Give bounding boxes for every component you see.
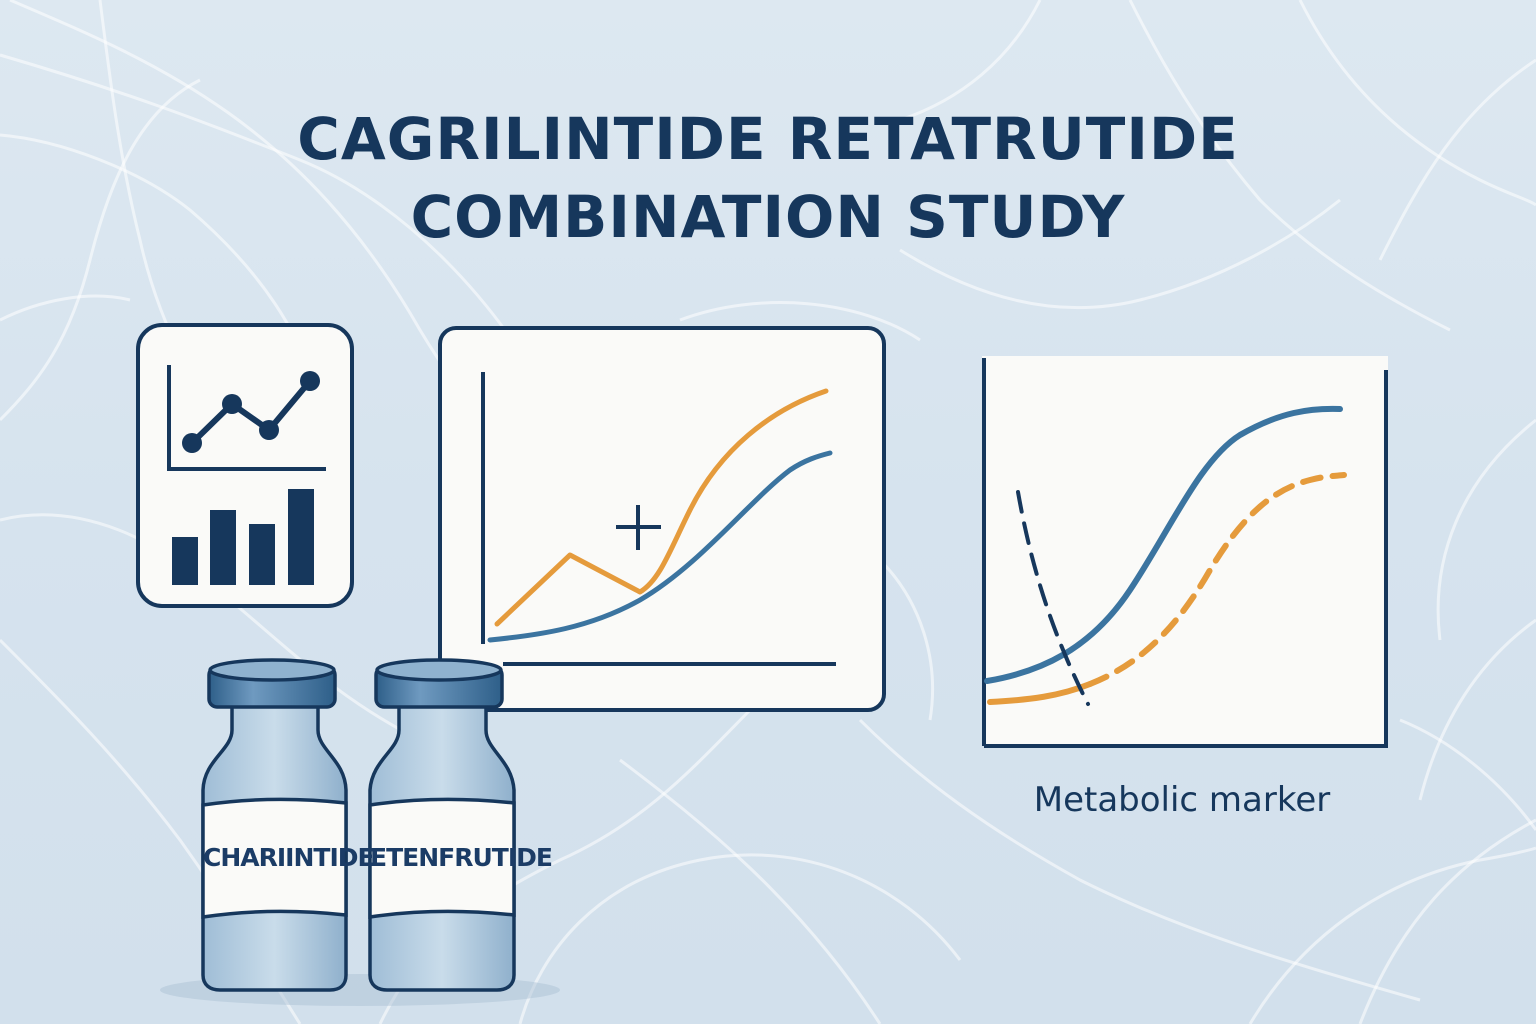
metabolic-marker-curves (982, 358, 1388, 748)
title-line-1: CAGRILINTIDE RETATRUTIDE (297, 105, 1239, 173)
combination-chart-card (438, 326, 886, 712)
chart-caption: Metabolic marker (1033, 780, 1331, 820)
combination-line-chart (481, 372, 836, 666)
metabolic-marker-chart (982, 356, 1388, 748)
page-title: CAGRILINTIDE RETATRUTIDE COMBINATION STU… (0, 100, 1536, 256)
vial-2 (368, 658, 516, 992)
vial-1-label: CHARIINTIDE (203, 843, 375, 872)
vial-2-label: ETENFRUTIDE (370, 843, 553, 872)
line-and-bar-chart-icon (167, 365, 326, 585)
vials-illustration (160, 658, 560, 1006)
plus-icon (616, 505, 661, 550)
title-line-2: COMBINATION STUDY (410, 183, 1126, 251)
vial-1 (201, 658, 348, 992)
analytics-icon-card (136, 323, 354, 608)
